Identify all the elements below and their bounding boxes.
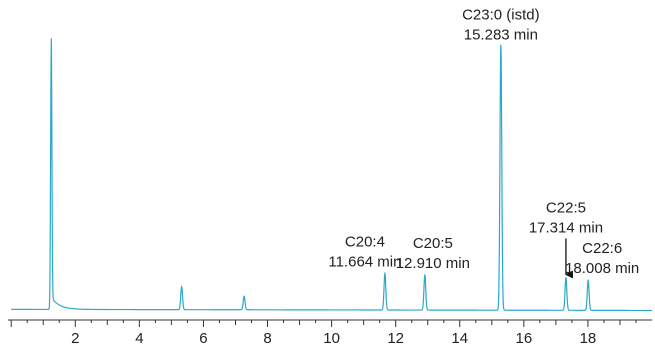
x-tick-label: 4: [135, 330, 143, 347]
peak-name-label: C22:5: [546, 199, 586, 216]
chromatogram-trace: [11, 38, 652, 312]
peak-time-label: 12.910 min: [396, 255, 470, 272]
x-tick-label: 2: [71, 330, 79, 347]
peak-name-label: C22:6: [582, 240, 622, 257]
peak-time-label: 17.314 min: [529, 219, 603, 236]
x-tick-label: 10: [323, 330, 340, 347]
peak-time-label: 15.283 min: [464, 26, 538, 43]
x-tick-label: 16: [515, 330, 532, 347]
peak-name-label: C20:4: [345, 233, 385, 250]
x-tick-label: 12: [387, 330, 404, 347]
x-tick-label: 8: [263, 330, 271, 347]
x-tick-label: 14: [451, 330, 468, 347]
peak-name-label: C20:5: [413, 235, 453, 252]
peak-time-label: 11.664 min: [328, 253, 401, 270]
x-tick-label: 6: [199, 330, 207, 347]
peak-annotations: C23:0 (istd) 15.283 min C20:4 11.664 min C20…: [328, 6, 639, 279]
peak-time-label: 18.008 min: [565, 260, 639, 277]
x-axis: 2 4 6 8 10 12 14 16 18: [8, 319, 652, 347]
peak-name-label: C23:0 (istd): [462, 6, 540, 23]
trace-layer: [11, 38, 652, 312]
x-tick-label: 18: [580, 330, 597, 347]
